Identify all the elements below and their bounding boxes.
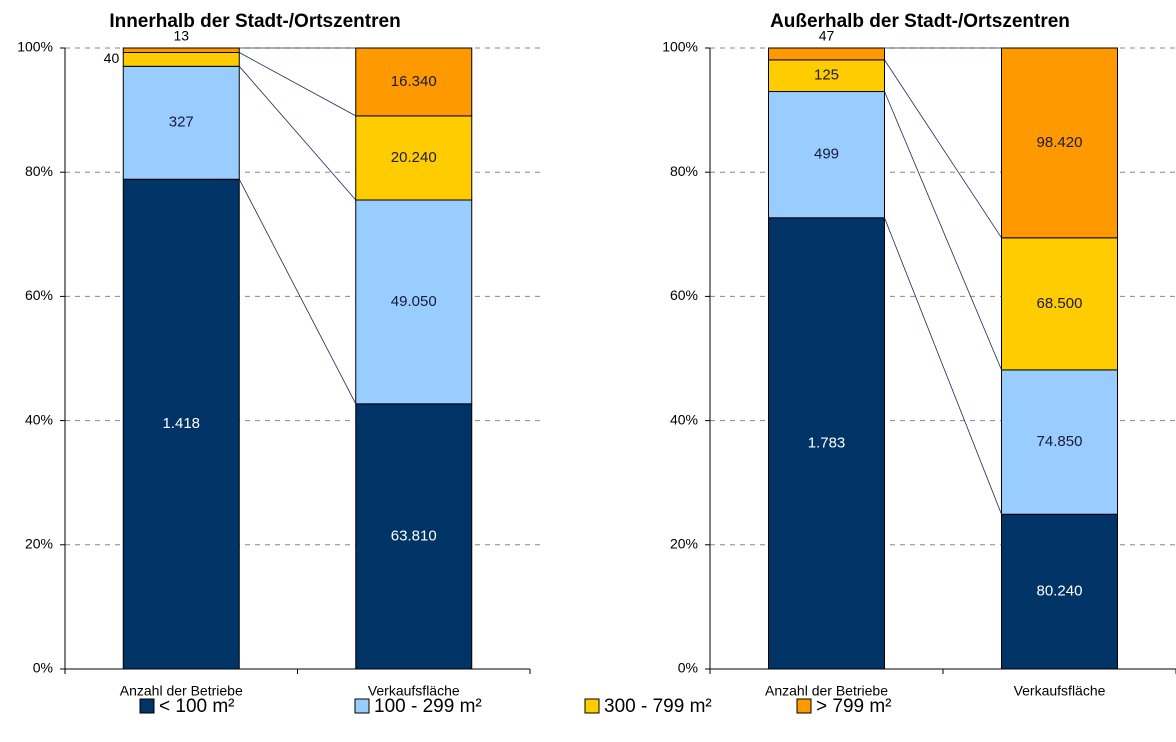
bar-segment bbox=[122, 65, 240, 180]
bar-segment bbox=[768, 59, 885, 93]
chart-title: Außerhalb der Stadt-/Ortszentren bbox=[770, 11, 1070, 32]
connector bbox=[884, 59, 1002, 239]
legend-label: < 100 m² bbox=[159, 696, 235, 717]
data-label: 47 bbox=[819, 28, 835, 44]
data-label: 125 bbox=[814, 67, 839, 84]
connector bbox=[884, 217, 1002, 515]
data-label: 80.240 bbox=[1037, 583, 1083, 600]
connector bbox=[238, 66, 357, 201]
y-tick-label: 0% bbox=[678, 660, 698, 676]
legend-label: 300 - 799 m² bbox=[604, 696, 712, 717]
y-tick-label: 20% bbox=[25, 536, 53, 552]
y-tick-label: 20% bbox=[670, 536, 698, 552]
bar-segment bbox=[355, 403, 473, 670]
legend-swatch bbox=[796, 698, 812, 714]
data-label: 40 bbox=[104, 50, 120, 66]
data-label: 74.850 bbox=[1037, 433, 1083, 450]
y-tick-label: 60% bbox=[25, 287, 53, 303]
chart-title: Innerhalb der Stadt-/Ortszentren bbox=[109, 11, 400, 32]
bar-segment bbox=[1001, 47, 1118, 239]
data-label: 327 bbox=[169, 114, 194, 131]
connector bbox=[884, 91, 1002, 371]
x-tick-label: Verkaufsfläche bbox=[1014, 683, 1106, 699]
legend-swatch bbox=[139, 698, 155, 714]
y-tick-label: 80% bbox=[25, 163, 53, 179]
bar-segment bbox=[1001, 513, 1118, 670]
bar-segment bbox=[355, 115, 473, 201]
data-label: 16.340 bbox=[391, 73, 437, 90]
bar-segment bbox=[768, 217, 885, 670]
y-tick-label: 100% bbox=[662, 39, 698, 55]
bar-segment bbox=[122, 51, 240, 67]
y-tick-label: 80% bbox=[670, 163, 698, 179]
legend-label: 100 - 299 m² bbox=[374, 696, 482, 717]
data-label: 49.050 bbox=[391, 293, 437, 310]
bar-segment bbox=[1001, 369, 1118, 515]
x-tick-label: Anzahl der Betriebe bbox=[765, 683, 888, 699]
y-tick-label: 0% bbox=[33, 660, 53, 676]
bar-segment bbox=[355, 199, 473, 405]
x-tick-label: Verkaufsfläche bbox=[368, 683, 460, 699]
bar-segment bbox=[122, 178, 240, 670]
y-tick-label: 100% bbox=[17, 39, 53, 55]
data-label: 13 bbox=[173, 28, 189, 44]
bar-segment bbox=[122, 47, 240, 53]
connector bbox=[238, 179, 357, 405]
y-tick-label: 40% bbox=[670, 411, 698, 427]
legend-swatch bbox=[354, 698, 370, 714]
y-tick-label: 60% bbox=[670, 287, 698, 303]
data-label: 63.810 bbox=[391, 527, 437, 544]
data-label: 68.500 bbox=[1037, 295, 1083, 312]
data-label: 1.418 bbox=[162, 415, 200, 432]
bar-segment bbox=[1001, 237, 1118, 371]
data-label: 98.420 bbox=[1037, 134, 1083, 151]
connector bbox=[239, 52, 356, 117]
x-tick-label: Anzahl der Betriebe bbox=[120, 683, 243, 699]
bar-segment bbox=[768, 91, 885, 219]
y-tick-label: 40% bbox=[25, 411, 53, 427]
bar-segment bbox=[355, 47, 473, 117]
legend-label: > 799 m² bbox=[816, 696, 892, 717]
legend-swatch bbox=[584, 698, 600, 714]
data-label: 499 bbox=[814, 146, 839, 163]
data-label: 1.783 bbox=[808, 434, 846, 451]
bar-segment bbox=[768, 47, 885, 61]
data-label: 20.240 bbox=[391, 149, 437, 166]
